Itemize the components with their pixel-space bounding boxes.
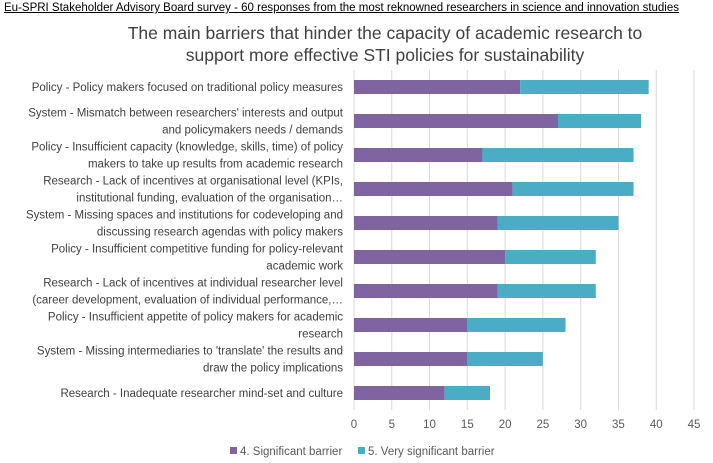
x-tick-label: 5 (389, 419, 395, 431)
category-label: academic work (266, 261, 343, 273)
category-label: System - Missing intermediaries to 'tran… (37, 346, 343, 358)
x-tick-label: 40 (650, 419, 663, 431)
x-tick-label: 20 (499, 419, 512, 431)
legend-label: 4. Significant barrier (240, 446, 342, 458)
bar-very-significant (467, 318, 566, 332)
legend-swatch (358, 447, 365, 454)
bar-very-significant (497, 284, 596, 298)
category-label: makers to take up results from academic … (88, 159, 343, 171)
chart-title-line-2: support more effective STI policies for … (185, 45, 585, 65)
x-tick-label: 45 (688, 419, 701, 431)
bar-significant (354, 216, 498, 230)
category-label: Research - Lack of incentives at organis… (43, 176, 343, 188)
bar-very-significant (520, 80, 649, 94)
legend-swatch (230, 447, 237, 454)
bar-very-significant (505, 250, 596, 264)
category-label: draw the policy implications (203, 363, 343, 375)
survey-caption: Eu-SPRI Stakeholder Advisory Board surve… (4, 2, 680, 14)
bar-significant (354, 114, 558, 128)
x-tick-label: 0 (351, 419, 357, 431)
bar-significant (354, 80, 521, 94)
bar-significant (354, 352, 468, 366)
bar-very-significant (482, 148, 634, 162)
category-label: Policy - Insufficient appetite of policy… (48, 312, 343, 324)
chart-title: The main barriers that hinder the capaci… (85, 22, 685, 66)
category-label: System - Mismatch between researchers' i… (28, 108, 344, 120)
category-label: Policy - Policy makers focused on tradit… (32, 82, 344, 94)
x-tick-label: 10 (423, 419, 436, 431)
category-label: research (298, 329, 343, 341)
category-label: Research - Inadequate researcher mind-se… (60, 388, 343, 400)
category-label: institutional funding, evaluation of the… (76, 193, 343, 205)
bar-very-significant (467, 352, 543, 366)
category-label: and policymakers needs / demands (162, 125, 343, 137)
x-tick-label: 25 (536, 419, 549, 431)
x-tick-label: 35 (612, 419, 625, 431)
bar-significant (354, 182, 513, 196)
category-label: Policy - Insufficient capacity (knowledg… (31, 142, 343, 154)
bar-significant (354, 318, 468, 332)
x-tick-label: 15 (461, 419, 474, 431)
bar-significant (354, 284, 498, 298)
bar-significant (354, 148, 483, 162)
bar-very-significant (512, 182, 634, 196)
category-label: discussing research agendas with policy … (97, 227, 343, 239)
x-tick-label: 30 (574, 419, 587, 431)
bar-significant (354, 250, 506, 264)
legend-label: 5. Very significant barrier (368, 446, 495, 458)
category-label: (career development, evaluation of indiv… (32, 295, 343, 307)
bar-very-significant (558, 114, 642, 128)
category-label: Policy - Insufficient competitive fundin… (51, 244, 344, 256)
bar-very-significant (444, 386, 490, 400)
category-label: Research - Lack of incentives at individ… (43, 278, 343, 290)
bar-significant (354, 386, 445, 400)
chart-title-line-1: The main barriers that hinder the capaci… (127, 23, 643, 43)
category-label: System - Missing spaces and institutions… (26, 210, 343, 222)
bar-very-significant (497, 216, 619, 230)
